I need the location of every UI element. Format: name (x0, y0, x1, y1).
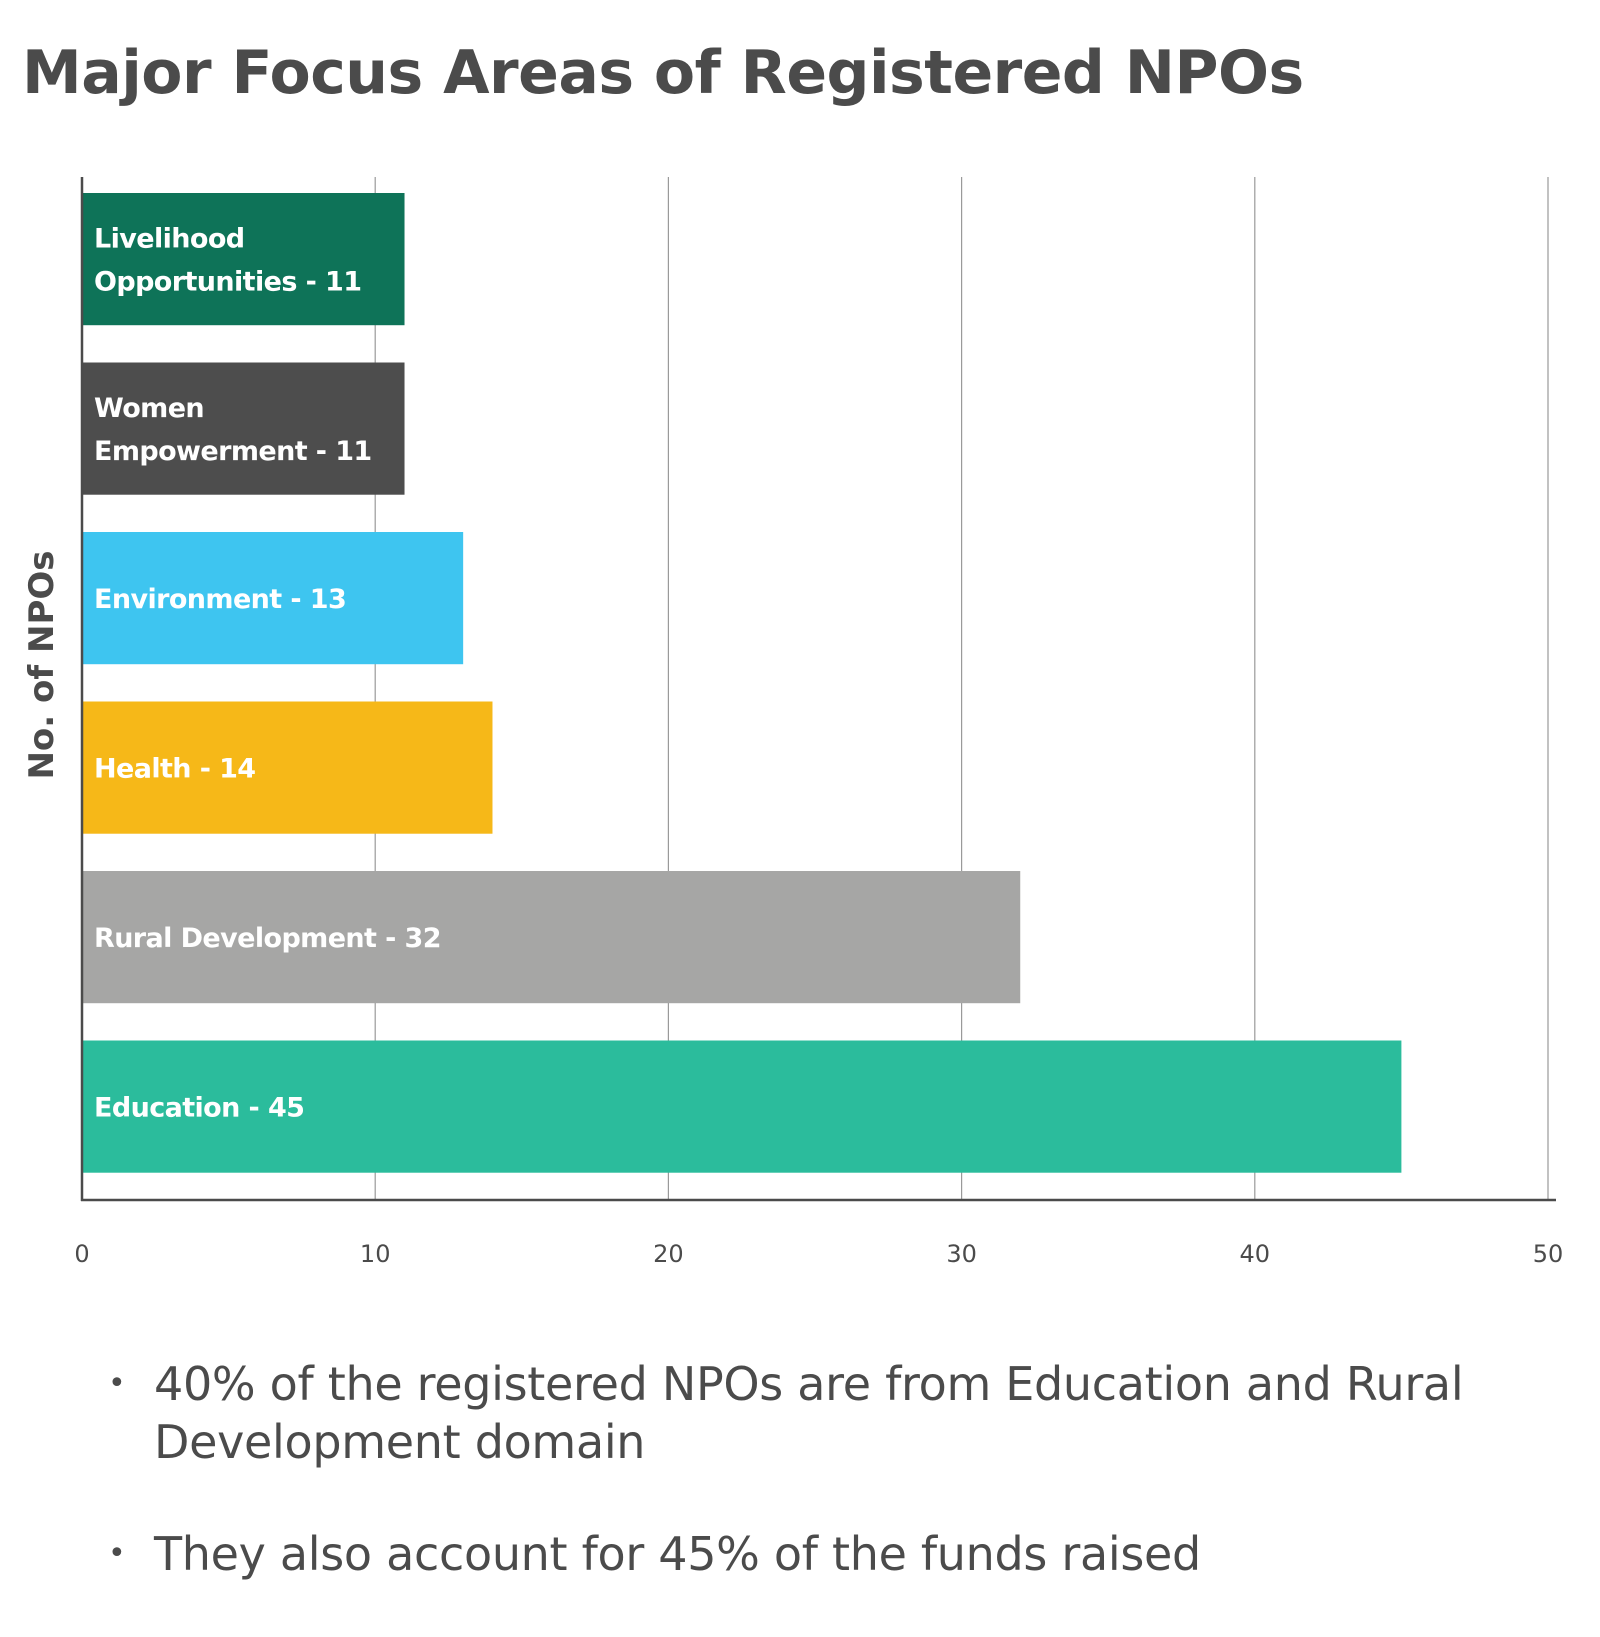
bar-label: Health - 14 (94, 754, 256, 785)
x-tick-label: 10 (360, 1240, 391, 1268)
bars: Livelihood Opportunities - 11 Women Empower… (82, 193, 1402, 1173)
y-axis-label: No. of NPOs (22, 550, 62, 780)
note-text: They also account for 45% of the funds r… (154, 1527, 1201, 1581)
bar-label: Livelihood (94, 224, 245, 255)
note-text: 40% of the registered NPOs are from Educ… (154, 1357, 1464, 1469)
bar (82, 362, 405, 495)
x-tick-label: 20 (653, 1240, 684, 1268)
axes (80, 177, 1556, 1202)
bar (82, 532, 464, 665)
note-item: • They also account for 45% of the funds … (100, 1525, 1580, 1583)
notes-list: • 40% of the registered NPOs are from Edu… (100, 1355, 1580, 1637)
bar-label: Education - 45 (94, 1093, 304, 1124)
gridlines (374, 177, 1549, 1200)
bar-label: Women (94, 393, 204, 424)
bar-label: Rural Development - 32 (94, 923, 441, 954)
bar (82, 871, 1021, 1004)
x-tick-label: 30 (946, 1240, 977, 1268)
bullet-icon: • (108, 1366, 126, 1401)
bullet-icon: • (108, 1536, 126, 1571)
x-tick-labels: 0 10 20 30 40 50 (74, 1240, 1563, 1268)
bar (82, 701, 493, 834)
x-tick-label: 40 (1240, 1240, 1271, 1268)
bar-label: Environment - 13 (94, 584, 346, 615)
bar (82, 193, 405, 326)
bar-label: Opportunities - 11 (94, 267, 361, 298)
bar-chart: Livelihood Opportunities - 11 Women Empower… (74, 177, 1563, 1268)
x-tick-label: 50 (1533, 1240, 1564, 1268)
chart-title: Major Focus Areas of Registered NPOs (22, 38, 1304, 108)
x-tick-label: 0 (74, 1240, 89, 1268)
bar-label: Empowerment - 11 (94, 436, 372, 467)
note-item: • 40% of the registered NPOs are from Edu… (100, 1355, 1580, 1471)
bar (82, 1040, 1402, 1173)
